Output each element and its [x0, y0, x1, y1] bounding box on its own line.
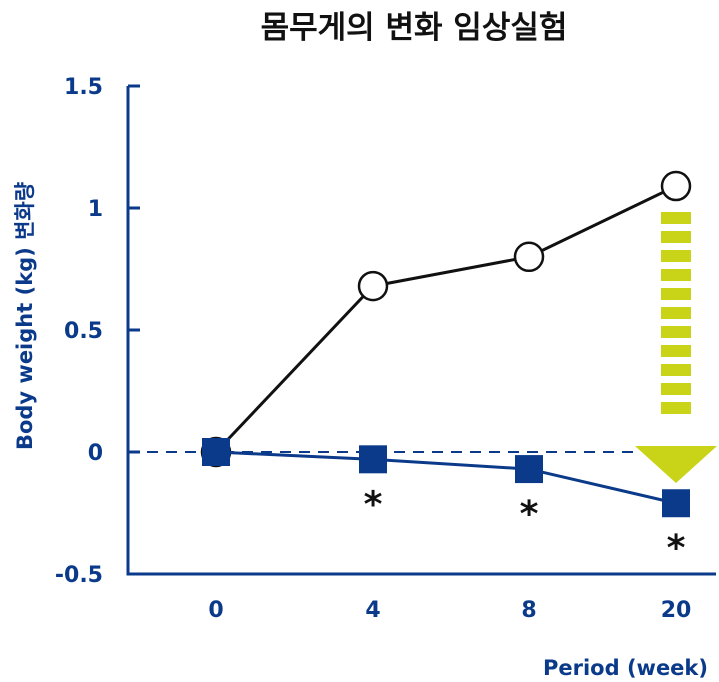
arrow-dash: [661, 402, 691, 414]
x-tick-label: 4: [365, 598, 380, 623]
series-2-point: [359, 445, 387, 474]
significance-star: *: [364, 484, 383, 525]
arrow-dash: [661, 364, 691, 376]
series-1-point: [513, 241, 545, 273]
x-tick-label: 20: [661, 598, 692, 623]
series-1-point: [660, 170, 692, 202]
significance-star: *: [520, 494, 539, 535]
arrow-dash: [661, 307, 691, 319]
series-layer: * * *: [200, 170, 692, 569]
y-tick-label: 1: [88, 197, 103, 222]
arrow-head: [635, 446, 717, 483]
arrow-dash: [661, 250, 691, 262]
y-tick-label: 1.5: [64, 75, 103, 100]
series-2-point: [662, 489, 690, 518]
series-line-1: [214, 184, 677, 454]
arrow-dash: [661, 326, 691, 338]
chart-title: 몸무게의 변화 임상실험: [261, 10, 568, 46]
y-tick-label: -0.5: [55, 563, 103, 588]
arrow-dash: [661, 231, 691, 243]
arrow-dash: [661, 269, 691, 281]
arrow-dash: [661, 212, 691, 224]
arrow-dash: [661, 383, 691, 395]
x-tick-label: 8: [521, 598, 536, 623]
down-arrow-annotation: [635, 212, 717, 483]
x-tick-label: 0: [208, 598, 223, 623]
y-tick-label: 0: [88, 441, 103, 466]
series-1-point: [357, 270, 389, 302]
series-line-2: [215, 450, 677, 505]
series-2-point: [515, 455, 543, 484]
series-2-point: [202, 438, 230, 466]
x-axis-label: Period (week): [543, 656, 708, 680]
axes: [126, 84, 716, 576]
arrow-dash: [661, 345, 691, 357]
tick-labels: 1.5 1 0.5 0 -0.5 0 4 8 20 Period (week) Body weigh…: [13, 75, 708, 680]
significance-star: *: [667, 528, 686, 569]
arrow-dash: [661, 288, 691, 300]
y-tick-label: 0.5: [64, 319, 103, 344]
y-axis-label: Body weight (kg) 변화량: [13, 182, 37, 450]
